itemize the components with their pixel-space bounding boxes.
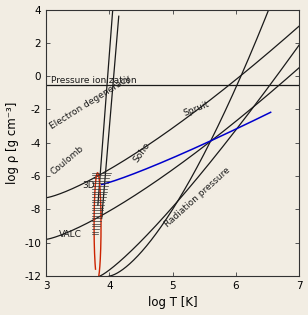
Text: Pressure ionization: Pressure ionization	[51, 76, 137, 85]
Text: Radiation pressure: Radiation pressure	[163, 166, 232, 229]
Text: Spruit: Spruit	[182, 99, 211, 118]
Text: Coulomb: Coulomb	[48, 144, 85, 177]
Text: 3D: 3D	[82, 181, 95, 190]
Text: VALC: VALC	[59, 230, 82, 239]
X-axis label: log T [K]: log T [K]	[148, 296, 197, 309]
Text: Electron degeneracy: Electron degeneracy	[48, 73, 133, 131]
Text: Soho: Soho	[132, 141, 152, 164]
Y-axis label: log ρ [g cm⁻³]: log ρ [g cm⁻³]	[6, 102, 18, 184]
